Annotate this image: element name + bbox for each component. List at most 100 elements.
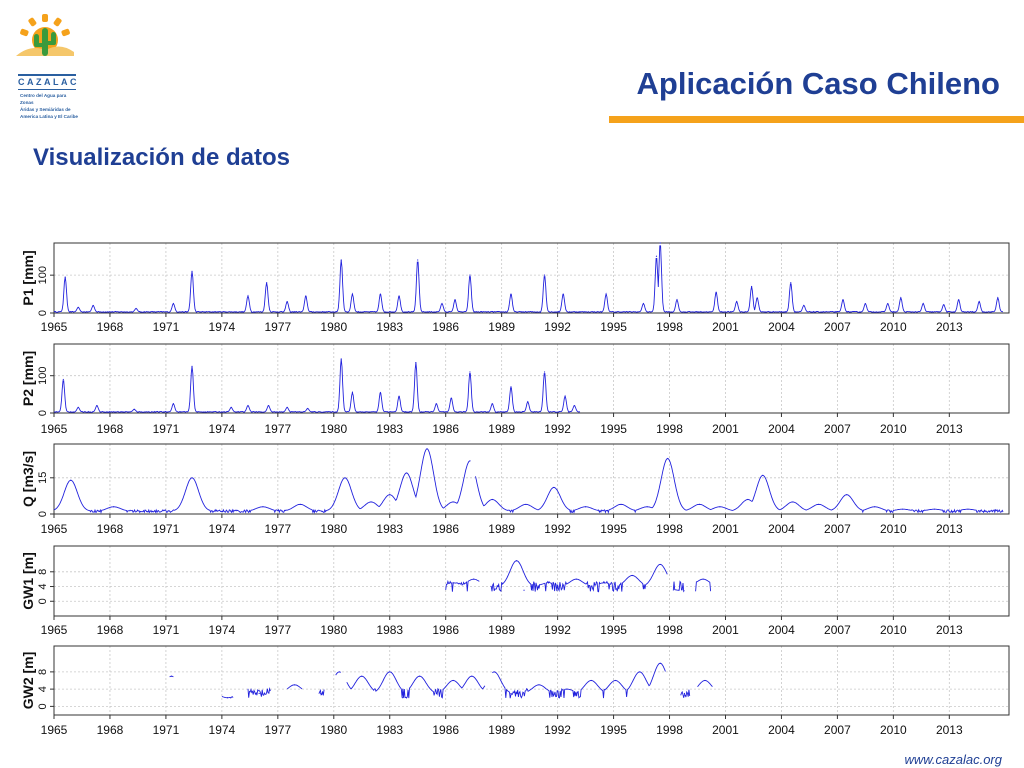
peak-point (736, 301, 738, 303)
peak-point (405, 472, 408, 474)
peak-point (258, 692, 260, 695)
x-tick-label: 2013 (936, 723, 963, 737)
peak-point (398, 395, 400, 397)
x-tick-label: 1974 (209, 522, 236, 536)
peak-point (172, 403, 174, 405)
peak-point (267, 404, 270, 407)
x-tick-label: 1998 (656, 623, 683, 637)
x-tick-label: 1983 (376, 522, 403, 536)
x-tick-label: 1995 (600, 623, 627, 637)
peak-point (286, 406, 288, 409)
x-tick-label: 1965 (41, 723, 68, 737)
peak-point (967, 508, 969, 510)
peak-point (471, 675, 473, 677)
peak-point (900, 297, 902, 299)
peak-point (473, 578, 475, 580)
x-tick-label: 1968 (97, 320, 124, 334)
footer-url[interactable]: www.cazalac.org (904, 752, 1002, 767)
logo-name: CAZALAC (18, 77, 79, 87)
x-tick-label: 2010 (880, 522, 907, 536)
peak-point (655, 255, 658, 257)
peak-point (226, 697, 229, 699)
logo-subtitle-line: America Latina y El Caribe (20, 114, 78, 119)
x-tick-label: 2007 (824, 422, 851, 436)
x-tick-label: 2013 (936, 623, 963, 637)
x-tick-label: 2013 (936, 422, 963, 436)
x-tick-label: 1980 (320, 723, 347, 737)
peak-point (305, 295, 307, 297)
x-tick-label: 2007 (824, 623, 851, 637)
x-tick-label: 2004 (768, 522, 795, 536)
peak-point (564, 395, 566, 397)
peak-point (510, 386, 512, 388)
peak-point (491, 498, 493, 501)
x-tick-label: 2007 (824, 723, 851, 737)
peak-point (590, 679, 592, 682)
series-line-segment (247, 687, 271, 698)
peak-point (676, 299, 678, 301)
peak-point (803, 304, 805, 307)
logo-subtitle-line: Centro del Agua para Zonas (20, 93, 67, 105)
peak-point (92, 304, 94, 307)
x-tick-label: 2010 (880, 422, 907, 436)
peak-point (642, 302, 645, 305)
y-tick-label: 0 (37, 511, 49, 517)
peak-point (864, 302, 866, 305)
peak-point (435, 692, 437, 695)
x-tick-label: 1989 (488, 422, 515, 436)
x-tick-label: 1983 (376, 723, 403, 737)
y-tick-label: 0 (37, 703, 49, 709)
chart-panel-3: 1965 1968 1971 1974 1977 1980 1983 1986 1989 1992… (20, 443, 1010, 536)
peak-point (523, 589, 525, 591)
y-axis-label: GW2 [m] (20, 652, 36, 710)
peak-point (575, 578, 577, 580)
peak-point (902, 508, 904, 510)
x-tick-label: 1980 (320, 522, 347, 536)
x-tick-label: 1971 (153, 422, 180, 436)
plot-frame (53, 645, 1010, 716)
x-tick-label: 1980 (320, 320, 347, 334)
peak-point (402, 697, 404, 699)
y-axis-label: P1 [mm] (20, 250, 36, 305)
peak-point (191, 477, 193, 479)
y-tick-label: 0 (37, 310, 49, 316)
peak-point (762, 474, 764, 476)
peak-point (469, 460, 471, 462)
peak-point (547, 582, 549, 584)
x-tick-label: 2001 (712, 623, 739, 637)
chart-panel-4: 1965 1968 1971 1974 1977 1980 1983 1986 1989 1992… (20, 545, 1010, 637)
x-tick-label: 1986 (432, 522, 459, 536)
peak-point (379, 293, 382, 295)
x-tick-label: 1986 (432, 320, 459, 334)
y-axis-label: P2 [mm] (20, 351, 36, 406)
x-tick-label: 1992 (544, 320, 571, 334)
series-line-segment (53, 358, 581, 413)
y-tick-label: 8 (37, 669, 49, 675)
x-tick-label: 1974 (209, 320, 236, 334)
logo-subtitle: Centro del Agua para Zonas Áridas y Semi… (20, 92, 80, 120)
peak-point (659, 662, 661, 664)
peak-point (62, 378, 64, 381)
x-tick-label: 2010 (880, 723, 907, 737)
peak-point (620, 503, 622, 505)
peak-point (605, 293, 607, 295)
x-tick-label: 1965 (41, 422, 68, 436)
peak-point (702, 578, 704, 580)
x-tick-label: 1998 (656, 723, 683, 737)
peak-point (792, 501, 794, 503)
y-tick-label: 100 (37, 266, 49, 284)
peak-point (191, 270, 193, 272)
x-tick-label: 1974 (209, 422, 236, 436)
peak-point (515, 560, 518, 562)
peak-point (790, 282, 792, 284)
chart-panel-1: 1965 1968 1971 1974 1977 1980 1983 1986 1989 1992… (20, 242, 1010, 334)
x-tick-label: 2004 (768, 623, 795, 637)
peak-point (286, 301, 288, 303)
peak-point (266, 282, 268, 284)
peak-point (398, 295, 400, 297)
peak-point (818, 503, 820, 505)
peak-point (418, 675, 421, 677)
logo-subtitle-line: Áridas y Semiáridas de (20, 107, 71, 112)
series-line-segment (346, 671, 486, 699)
peak-point (510, 692, 512, 695)
